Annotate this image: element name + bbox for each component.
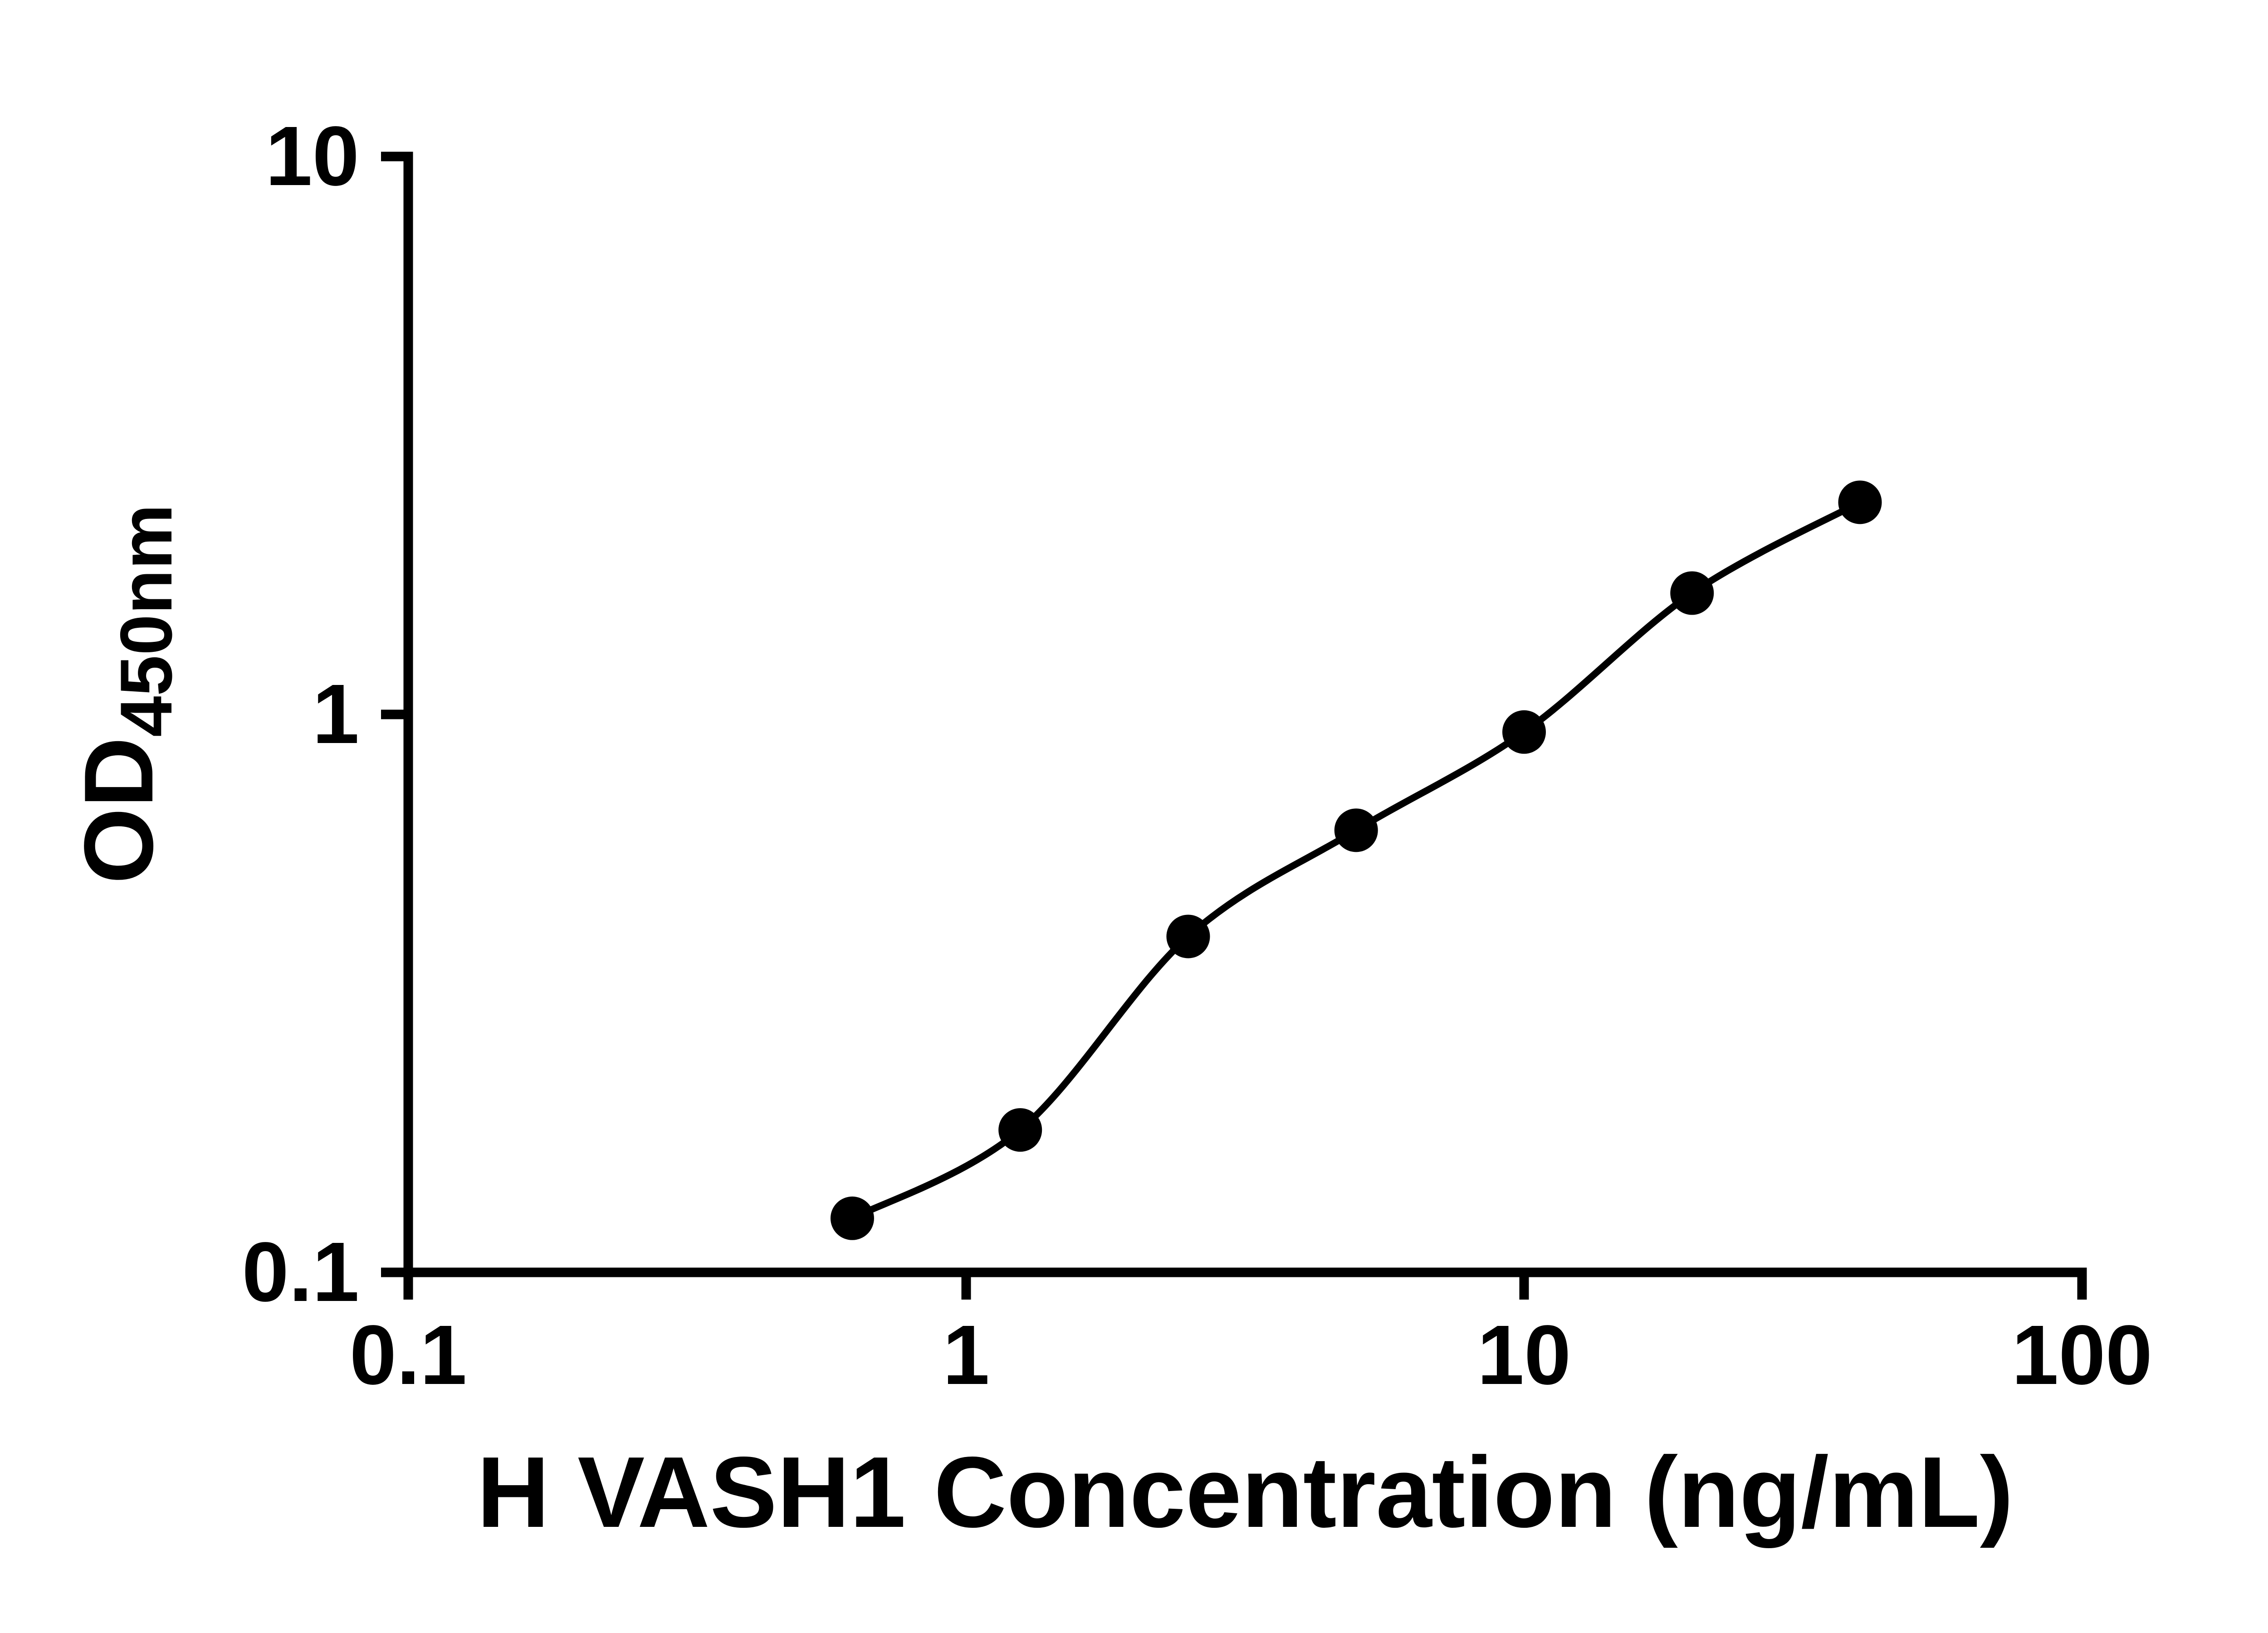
x-axis-title: H VASH1 Concentration (ng/mL) (477, 1436, 2014, 1549)
data-point (830, 1196, 874, 1240)
x-tick-label: 100 (2012, 1308, 2152, 1402)
fit-curve (850, 499, 1862, 1222)
data-point (1334, 808, 1378, 852)
x-tick-label: 0.1 (350, 1308, 467, 1402)
y-tick-label: 1 (313, 667, 359, 761)
y-tick-label: 0.1 (242, 1225, 359, 1319)
data-point (1502, 710, 1546, 754)
x-tick-label: 1 (943, 1308, 989, 1402)
data-point (1670, 571, 1714, 615)
data-point (1838, 480, 1882, 524)
data-point (998, 1108, 1042, 1152)
x-tick-label: 10 (1477, 1308, 1571, 1402)
y-axis-label: OD450nm (64, 504, 187, 884)
plot-area: 0.1 1 10 100 0.1 1 10 (242, 109, 2152, 1402)
y-tick-label: 10 (265, 109, 359, 203)
data-point (1166, 914, 1210, 958)
